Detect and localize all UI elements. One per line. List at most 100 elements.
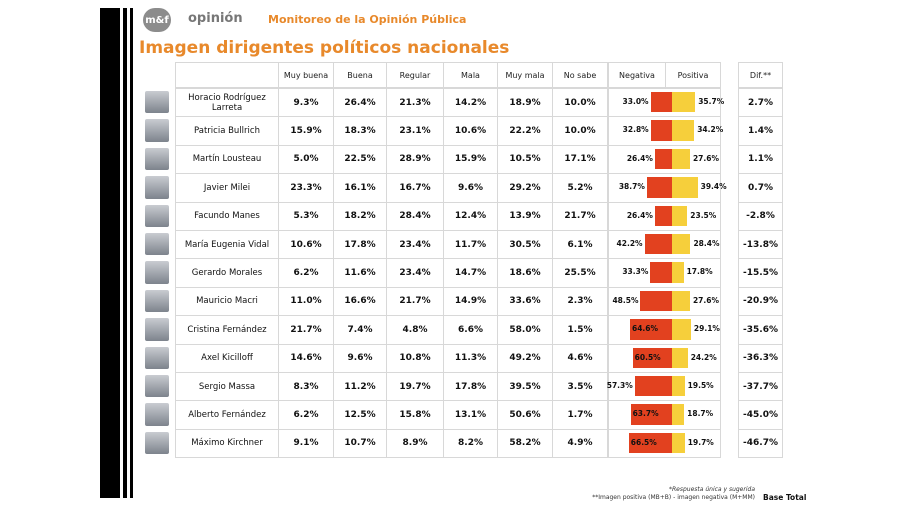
negative-bar bbox=[634, 376, 672, 397]
brand: opinión bbox=[188, 11, 243, 26]
photo bbox=[145, 119, 169, 142]
name-cell: Cristina Fernández bbox=[175, 315, 279, 345]
column-header: Mala bbox=[443, 62, 498, 88]
negative-label: 60.5% bbox=[634, 352, 661, 362]
name-cell: Sergio Massa bbox=[175, 372, 279, 402]
dif-cell: -15.5% bbox=[738, 258, 783, 288]
value-cell: 6.6% bbox=[443, 315, 498, 345]
value-cell: 18.2% bbox=[333, 201, 387, 231]
value-cell: 10.8% bbox=[386, 343, 444, 373]
negative-label: 33.3% bbox=[622, 267, 649, 277]
value-cell: 23.3% bbox=[278, 173, 334, 203]
positive-bar bbox=[672, 120, 695, 141]
value-cell: 10.6% bbox=[443, 116, 498, 146]
value-cell: 14.6% bbox=[278, 343, 334, 373]
dif-cell: -45.0% bbox=[738, 400, 783, 430]
photo bbox=[145, 346, 169, 369]
positive-bar bbox=[672, 290, 690, 312]
column-header: No sabe bbox=[552, 62, 608, 88]
column-header: Muy mala bbox=[497, 62, 553, 88]
negative-label: 57.3% bbox=[606, 381, 633, 390]
value-cell: 50.6% bbox=[497, 400, 553, 430]
column-header: Negativa bbox=[608, 62, 666, 88]
photo bbox=[145, 318, 169, 341]
value-cell: 16.7% bbox=[386, 173, 444, 203]
negative-label: 32.8% bbox=[622, 125, 649, 135]
value-cell: 10.0% bbox=[552, 88, 608, 118]
positive-bar bbox=[672, 432, 685, 454]
negative-bar bbox=[650, 262, 672, 283]
dif-cell: -46.7% bbox=[738, 428, 783, 459]
value-cell: 14.9% bbox=[443, 286, 498, 317]
value-cell: 23.1% bbox=[386, 116, 444, 146]
value-cell: 5.2% bbox=[552, 173, 608, 203]
value-cell: 17.1% bbox=[552, 144, 608, 175]
name-cell: María Eugenia Vidal bbox=[175, 230, 279, 260]
negative-label: 26.4% bbox=[626, 153, 653, 163]
value-cell: 9.6% bbox=[443, 173, 498, 203]
stripe bbox=[123, 8, 127, 498]
value-cell: 11.0% bbox=[278, 286, 334, 317]
value-cell: 11.7% bbox=[443, 230, 498, 260]
logo: m&f bbox=[143, 8, 171, 32]
value-cell: 18.9% bbox=[497, 88, 553, 118]
negative-label: 63.7% bbox=[632, 409, 659, 419]
name-cell: Gerardo Morales bbox=[175, 258, 279, 288]
column-header: Positiva bbox=[665, 62, 721, 88]
value-cell: 49.2% bbox=[497, 343, 553, 373]
footnote: **Imagen positiva (MB+B) - imagen negati… bbox=[592, 494, 755, 501]
positive-label: 27.6% bbox=[692, 153, 719, 163]
value-cell: 16.6% bbox=[333, 286, 387, 317]
value-cell: 58.2% bbox=[497, 428, 553, 459]
value-cell: 6.1% bbox=[552, 230, 608, 260]
photo bbox=[145, 431, 169, 455]
photo bbox=[145, 375, 169, 398]
value-cell: 5.0% bbox=[278, 144, 334, 175]
negative-label: 64.6% bbox=[632, 324, 659, 334]
footnote: *Respuesta única y sugerida bbox=[668, 486, 755, 493]
value-cell: 22.5% bbox=[333, 144, 387, 175]
value-cell: 3.5% bbox=[552, 372, 608, 402]
positive-bar bbox=[672, 177, 698, 198]
value-cell: 8.3% bbox=[278, 372, 334, 402]
column-header: Dif.** bbox=[738, 62, 783, 88]
dif-cell: -20.9% bbox=[738, 286, 783, 317]
value-cell: 1.5% bbox=[552, 315, 608, 345]
positive-bar bbox=[672, 234, 691, 255]
value-cell: 15.9% bbox=[443, 144, 498, 175]
name-cell: Axel Kicilloff bbox=[175, 343, 279, 373]
negative-label: 26.4% bbox=[626, 210, 653, 220]
value-cell: 1.7% bbox=[552, 400, 608, 430]
value-cell: 6.2% bbox=[278, 258, 334, 288]
positive-bar bbox=[672, 92, 696, 113]
name-cell: Máximo Kirchner bbox=[175, 428, 279, 459]
value-cell: 8.2% bbox=[443, 428, 498, 459]
name-cell: Martín Lousteau bbox=[175, 144, 279, 175]
value-cell: 14.2% bbox=[443, 88, 498, 118]
positive-label: 18.7% bbox=[687, 409, 714, 419]
dif-cell: 2.7% bbox=[738, 88, 783, 118]
value-cell: 9.1% bbox=[278, 428, 334, 459]
photo bbox=[145, 91, 169, 114]
value-cell: 4.9% bbox=[552, 428, 608, 459]
value-cell: 28.9% bbox=[386, 144, 444, 175]
positive-bar bbox=[672, 205, 688, 226]
value-cell: 8.9% bbox=[386, 428, 444, 459]
value-cell: 11.6% bbox=[333, 258, 387, 288]
value-cell: 11.2% bbox=[333, 372, 387, 402]
dif-cell: -36.3% bbox=[738, 343, 783, 373]
value-cell: 18.6% bbox=[497, 258, 553, 288]
negative-bar bbox=[646, 177, 672, 198]
value-cell: 28.4% bbox=[386, 201, 444, 231]
value-cell: 58.0% bbox=[497, 315, 553, 345]
column-header: Buena bbox=[333, 62, 387, 88]
value-cell: 22.2% bbox=[497, 116, 553, 146]
value-cell: 15.9% bbox=[278, 116, 334, 146]
name-cell: Mauricio Macri bbox=[175, 286, 279, 317]
dif-cell: 1.4% bbox=[738, 116, 783, 146]
value-cell: 39.5% bbox=[497, 372, 553, 402]
value-cell: 7.4% bbox=[333, 315, 387, 345]
name-cell: Patricia Bullrich bbox=[175, 116, 279, 146]
value-cell: 21.7% bbox=[278, 315, 334, 345]
